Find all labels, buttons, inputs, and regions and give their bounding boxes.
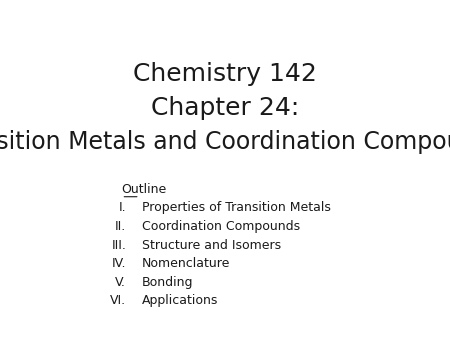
- Text: Structure and Isomers: Structure and Isomers: [142, 239, 281, 251]
- Text: Nomenclature: Nomenclature: [142, 257, 230, 270]
- Text: I.: I.: [119, 201, 126, 214]
- Text: Chapter 24:: Chapter 24:: [151, 96, 299, 120]
- Text: IV.: IV.: [112, 257, 126, 270]
- Text: Bonding: Bonding: [142, 276, 194, 289]
- Text: Applications: Applications: [142, 294, 218, 307]
- Text: V.: V.: [115, 276, 126, 289]
- Text: Chemistry 142: Chemistry 142: [133, 62, 317, 87]
- Text: II.: II.: [115, 220, 126, 233]
- Text: Properties of Transition Metals: Properties of Transition Metals: [142, 201, 331, 214]
- Text: Coordination Compounds: Coordination Compounds: [142, 220, 300, 233]
- Text: III.: III.: [111, 239, 126, 251]
- Text: Transition Metals and Coordination Compounds: Transition Metals and Coordination Compo…: [0, 130, 450, 154]
- Text: Outline: Outline: [122, 183, 166, 196]
- Text: VI.: VI.: [110, 294, 126, 307]
